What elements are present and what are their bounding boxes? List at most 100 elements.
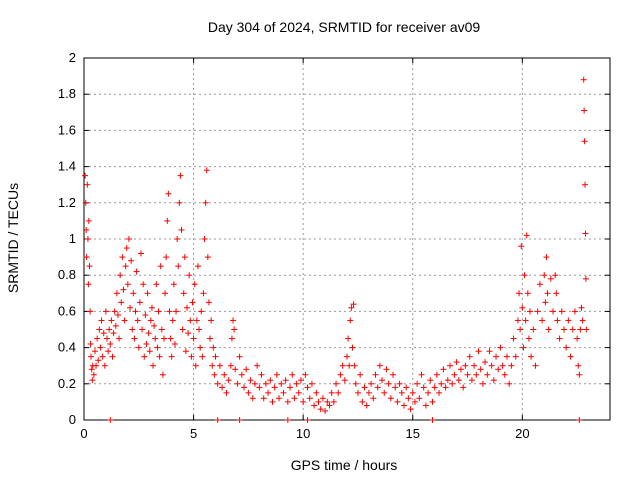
- data-point: [578, 304, 585, 311]
- data-point: [204, 254, 211, 261]
- data-point: [385, 380, 392, 387]
- data-point: [260, 395, 267, 402]
- data-point: [348, 304, 355, 311]
- data-point: [287, 384, 294, 391]
- data-point: [124, 281, 131, 288]
- data-point: [141, 353, 148, 360]
- y-tick-label: 0.8: [58, 267, 76, 282]
- data-point: [202, 199, 209, 206]
- x-tick-label: 20: [515, 426, 529, 441]
- data-point: [189, 299, 196, 306]
- data-point: [501, 371, 508, 378]
- data-point: [107, 417, 114, 423]
- data-point: [160, 335, 167, 342]
- data-point: [105, 348, 112, 355]
- data-point: [148, 304, 155, 311]
- data-point: [400, 402, 407, 409]
- data-point: [284, 398, 291, 405]
- data-point: [240, 384, 247, 391]
- data-point: [582, 230, 589, 237]
- data-point: [198, 308, 205, 315]
- data-point: [558, 308, 565, 315]
- x-tick-label: 15: [406, 426, 420, 441]
- data-point: [525, 335, 532, 342]
- data-point: [539, 317, 546, 324]
- data-point: [543, 254, 550, 261]
- data-point: [361, 384, 368, 391]
- data-point: [90, 371, 97, 378]
- data-point: [311, 402, 318, 409]
- data-point: [278, 380, 285, 387]
- data-point: [447, 362, 454, 369]
- data-point: [134, 317, 141, 324]
- data-point: [304, 384, 311, 391]
- data-point: [466, 353, 473, 360]
- data-point: [462, 362, 469, 369]
- data-point: [547, 275, 554, 282]
- data-point: [236, 353, 243, 360]
- data-point: [154, 344, 161, 351]
- data-point: [394, 398, 401, 405]
- data-point: [326, 402, 333, 409]
- data-point: [471, 362, 478, 369]
- data-point: [506, 380, 513, 387]
- data-point: [372, 371, 379, 378]
- data-point: [580, 76, 587, 83]
- data-point: [300, 398, 307, 405]
- data-point: [293, 380, 300, 387]
- y-tick-label: 0.2: [58, 376, 76, 391]
- data-point: [85, 281, 92, 288]
- data-point: [203, 167, 210, 174]
- data-point: [251, 380, 258, 387]
- data-point: [510, 335, 517, 342]
- data-point: [168, 353, 175, 360]
- data-point: [519, 304, 526, 311]
- chart-title: Day 304 of 2024, SRMTID for receiver av0…: [208, 19, 481, 35]
- data-point: [86, 263, 93, 270]
- data-point: [117, 272, 124, 279]
- data-point: [128, 257, 135, 264]
- data-point: [243, 366, 250, 373]
- data-point: [479, 380, 486, 387]
- data-point: [116, 335, 123, 342]
- data-point: [158, 326, 165, 333]
- data-point: [143, 340, 150, 347]
- data-point: [85, 217, 92, 224]
- data-point: [468, 377, 475, 384]
- data-point: [554, 317, 561, 324]
- data-point: [166, 308, 173, 315]
- data-point: [156, 353, 163, 360]
- data-point: [186, 272, 193, 279]
- data-point: [528, 353, 535, 360]
- data-point: [328, 389, 335, 396]
- data-point: [144, 290, 151, 297]
- data-point: [520, 344, 527, 351]
- data-point: [304, 417, 311, 423]
- data-point: [188, 353, 195, 360]
- data-point: [216, 362, 223, 369]
- data-point: [121, 317, 128, 324]
- data-point: [530, 326, 537, 333]
- data-point: [440, 366, 447, 373]
- data-point: [88, 366, 95, 373]
- data-point: [130, 290, 137, 297]
- data-point: [582, 275, 589, 282]
- data-point: [567, 353, 574, 360]
- data-point: [84, 236, 91, 242]
- data-point: [196, 326, 203, 333]
- data-point: [88, 353, 95, 360]
- data-point: [249, 395, 256, 402]
- data-point: [87, 340, 94, 347]
- data-point: [139, 326, 146, 333]
- data-point: [190, 335, 197, 342]
- data-point: [544, 290, 551, 297]
- data-point: [431, 384, 438, 391]
- data-point: [514, 317, 521, 324]
- data-point: [236, 417, 243, 423]
- data-point: [101, 362, 108, 369]
- data-point: [523, 232, 530, 239]
- data-point: [111, 308, 118, 315]
- data-point: [536, 281, 543, 288]
- x-tick-label: 0: [80, 426, 87, 441]
- data-point: [219, 384, 226, 391]
